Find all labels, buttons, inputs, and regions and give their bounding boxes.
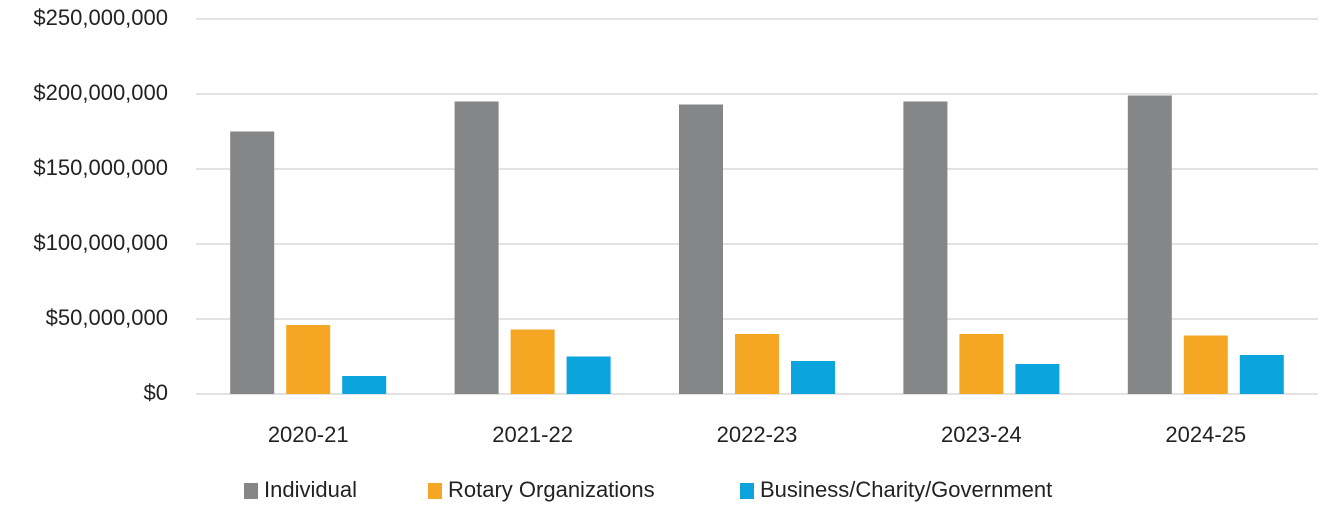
bar: [510, 329, 555, 394]
bar: [566, 356, 611, 394]
bar: [1015, 364, 1060, 394]
x-tick-label: 2022-23: [717, 422, 798, 447]
x-tick-label: 2023-24: [941, 422, 1022, 447]
bar: [791, 361, 835, 394]
bar: [454, 101, 499, 394]
legend-swatch: [244, 483, 258, 499]
bar: [679, 104, 723, 394]
legend-swatch: [428, 483, 442, 499]
bar: [735, 334, 779, 394]
y-tick-label: $50,000,000: [46, 305, 168, 330]
x-tick-label: 2021-22: [492, 422, 573, 447]
bar: [342, 376, 387, 394]
legend-swatch: [740, 483, 754, 499]
bar: [959, 334, 1004, 394]
legend-label: Business/Charity/Government: [760, 477, 1052, 502]
bar: [1127, 95, 1172, 394]
y-tick-label: $150,000,000: [33, 155, 168, 180]
x-tick-label: 2024-25: [1165, 422, 1246, 447]
bar: [1183, 335, 1228, 394]
y-tick-label: $200,000,000: [33, 80, 168, 105]
y-tick-label: $100,000,000: [33, 230, 168, 255]
legend-label: Rotary Organizations: [448, 477, 655, 502]
bar: [230, 131, 275, 394]
y-tick-label: $0: [144, 380, 168, 405]
bar: [1239, 355, 1284, 394]
legend-label: Individual: [264, 477, 357, 502]
bar: [903, 101, 948, 394]
y-tick-label: $250,000,000: [33, 5, 168, 30]
bar: [286, 325, 331, 394]
x-tick-label: 2020-21: [268, 422, 349, 447]
